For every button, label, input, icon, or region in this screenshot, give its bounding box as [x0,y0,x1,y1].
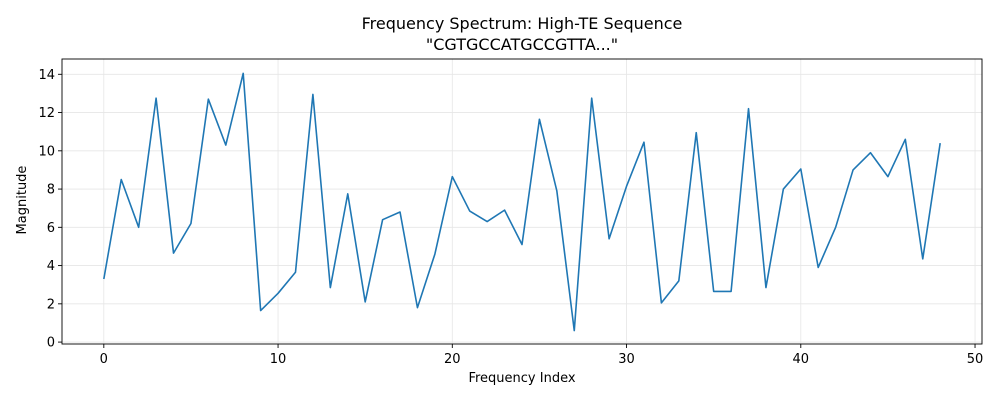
data-point [590,97,592,99]
data-point [817,266,819,268]
data-point [225,144,227,146]
data-point [625,185,627,187]
data-point [608,238,610,240]
x-tick-label: 10 [270,352,287,367]
data-point [695,131,697,133]
data-point [259,309,261,311]
data-point [712,290,714,292]
y-tick-label: 6 [47,221,55,236]
data-point [765,286,767,288]
x-tick-label: 20 [444,352,461,367]
x-axis-label: Frequency Index [468,371,575,386]
data-point [399,211,401,213]
data-point [521,243,523,245]
plot-frame [61,58,983,345]
x-tick-label: 30 [618,352,635,367]
chart-title: Frequency Spectrum: High-TE Sequence [362,14,683,33]
data-point [172,252,174,254]
data-point [852,169,854,171]
data-point [329,286,331,288]
data-point [486,220,488,222]
y-tick-label: 8 [47,183,55,198]
data-point [834,226,836,228]
data-point [103,278,105,280]
data-point [556,190,558,192]
plot-area [103,72,941,332]
series-line [103,72,941,332]
data-point [782,188,784,190]
data-point [904,138,906,140]
y-tick-label: 10 [38,144,55,159]
data-point [451,175,453,177]
data-point [747,108,749,110]
data-point [381,218,383,220]
data-point [137,226,139,228]
data-point [190,222,192,224]
data-point [294,271,296,273]
data-point [887,175,889,177]
y-tick-label: 2 [47,297,55,312]
data-point [643,141,645,143]
data-point [573,329,575,331]
data-point [660,302,662,304]
data-point [242,72,244,74]
data-point [364,301,366,303]
grid [62,59,982,344]
axes: 0 10 20 30 40 50 0 2 4 6 8 10 12 14 [38,58,984,367]
x-tick-label: 40 [793,352,810,367]
data-point [120,178,122,180]
data-point [800,168,802,170]
x-tick-label: 0 [100,352,108,367]
y-axis-label: Magnitude [15,166,30,235]
data-point [277,292,279,294]
data-point [538,118,540,120]
data-point [312,93,314,95]
data-point [678,280,680,282]
data-point [155,97,157,99]
data-point [503,209,505,211]
data-point [869,152,871,154]
chart-subtitle: "CGTGCCATGCCGTTA..." [426,35,618,54]
data-point [347,193,349,195]
data-point [939,142,941,144]
y-tick-label: 4 [47,259,55,274]
x-tick-label: 50 [967,352,984,367]
y-tick-label: 14 [38,68,55,83]
data-point [416,306,418,308]
y-tick-label: 12 [38,106,55,121]
y-tick-label: 0 [47,336,55,351]
data-point [922,258,924,260]
data-point [469,210,471,212]
data-point [730,290,732,292]
data-point [207,98,209,100]
data-point [434,253,436,255]
